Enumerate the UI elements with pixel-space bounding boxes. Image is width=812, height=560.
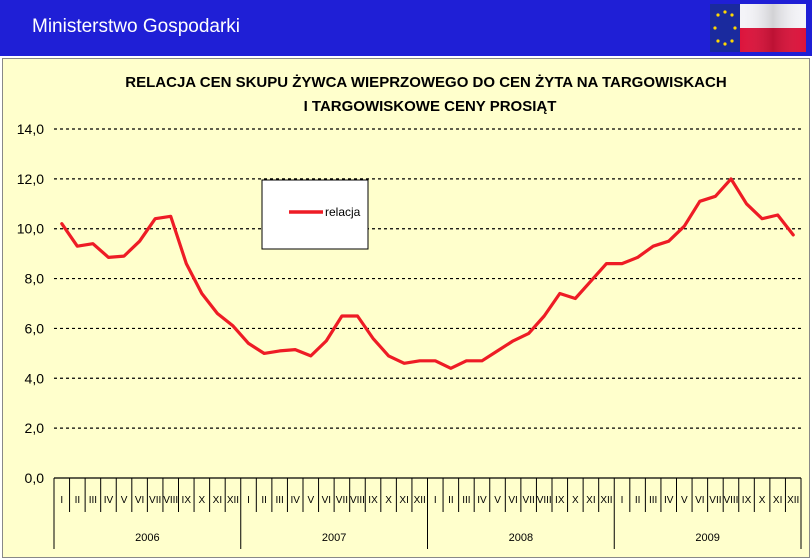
legend-label-relacja: relacja <box>325 205 361 219</box>
x-tick-label: III <box>649 495 657 506</box>
x-tick-label: V <box>494 495 501 506</box>
year-label: 2007 <box>322 532 346 544</box>
x-tick-label: XI <box>586 495 595 506</box>
x-tick-label: III <box>275 495 283 506</box>
x-tick-label: VIII <box>723 495 738 506</box>
eu-poland-flag-icon <box>710 4 806 52</box>
x-tick-label: I <box>621 495 624 506</box>
y-tick-label: 2,0 <box>25 420 45 436</box>
x-tick-label: XI <box>213 495 222 506</box>
x-tick-label: II <box>635 495 641 506</box>
series-lines <box>60 177 795 370</box>
x-tick-label: VII <box>523 495 535 506</box>
x-tick-label: V <box>121 495 128 506</box>
y-tick-label: 0,0 <box>25 470 45 486</box>
header-bar: Ministerstwo Gospodarki <box>0 0 812 56</box>
year-label: 2009 <box>695 532 719 544</box>
chart-title-line-1: RELACJA CEN SKUPU ŻYWCA WIEPRZOWEGO DO C… <box>125 74 726 91</box>
x-tick-label: IX <box>742 495 752 506</box>
x-tick-label: V <box>681 495 688 506</box>
x-tick-label: X <box>199 495 206 506</box>
year-label: 2006 <box>135 532 159 544</box>
x-tick-label: X <box>572 495 579 506</box>
series-line-relacja <box>60 177 795 370</box>
x-tick-label: VII <box>336 495 348 506</box>
x-tick-label: VIII <box>537 495 552 506</box>
x-axis: I II III IV V VI VII VIII IX X XI XII I II III IV V VI VII… <box>53 477 802 549</box>
y-tick-label: 4,0 <box>25 370 45 386</box>
x-tick-label: VIII <box>350 495 365 506</box>
x-tick-label: XI <box>399 495 408 506</box>
x-tick-label: VI <box>508 495 517 506</box>
x-tick-label: IV <box>477 495 487 506</box>
y-tick-label: 14,0 <box>17 121 44 137</box>
x-tick-label: III <box>462 495 470 506</box>
x-tick-label: VI <box>135 495 144 506</box>
x-tick-label: VI <box>695 495 704 506</box>
x-tick-label: III <box>89 495 97 506</box>
chart-title-line-2: I TARGOWISKOWE CENY PROSIĄT <box>304 98 557 115</box>
x-tick-label: VII <box>149 495 161 506</box>
x-tick-label: V <box>307 495 314 506</box>
x-tick-label: IV <box>104 495 114 506</box>
legend-box <box>261 179 369 250</box>
x-tick-label: VI <box>322 495 331 506</box>
grid-lines <box>54 128 801 429</box>
x-tick-label: XII <box>227 495 239 506</box>
x-tick-label: XII <box>600 495 612 506</box>
y-tick-label: 10,0 <box>17 221 44 237</box>
x-tick-label: XII <box>414 495 426 506</box>
x-tick-label: II <box>448 495 454 506</box>
header-title: Ministerstwo Gospodarki <box>32 16 241 37</box>
y-tick-label: 8,0 <box>25 271 45 287</box>
x-tick-label: VII <box>709 495 721 506</box>
y-tick-label: 6,0 <box>25 320 45 336</box>
year-label: 2008 <box>509 532 533 544</box>
x-tick-label: IV <box>664 495 674 506</box>
x-tick-label: I <box>247 495 250 506</box>
chart-panel <box>2 58 810 558</box>
y-axis-ticks: 0,0 2,0 4,0 6,0 8,0 10,0 12,0 14,0 <box>17 121 44 486</box>
legend: relacja <box>261 179 369 250</box>
x-tick-label: IX <box>555 495 565 506</box>
x-tick-label: X <box>385 495 392 506</box>
x-tick-label: I <box>434 495 437 506</box>
x-tick-label: II <box>75 495 81 506</box>
x-tick-label: XII <box>787 495 799 506</box>
x-tick-label: IX <box>368 495 378 506</box>
x-tick-label: XI <box>773 495 782 506</box>
x-tick-label: VIII <box>163 495 178 506</box>
x-tick-label: I <box>60 495 63 506</box>
y-tick-label: 12,0 <box>17 171 44 187</box>
x-tick-label: IV <box>290 495 300 506</box>
x-tick-label: II <box>261 495 267 506</box>
x-tick-label: X <box>759 495 766 506</box>
x-tick-label: IX <box>182 495 192 506</box>
